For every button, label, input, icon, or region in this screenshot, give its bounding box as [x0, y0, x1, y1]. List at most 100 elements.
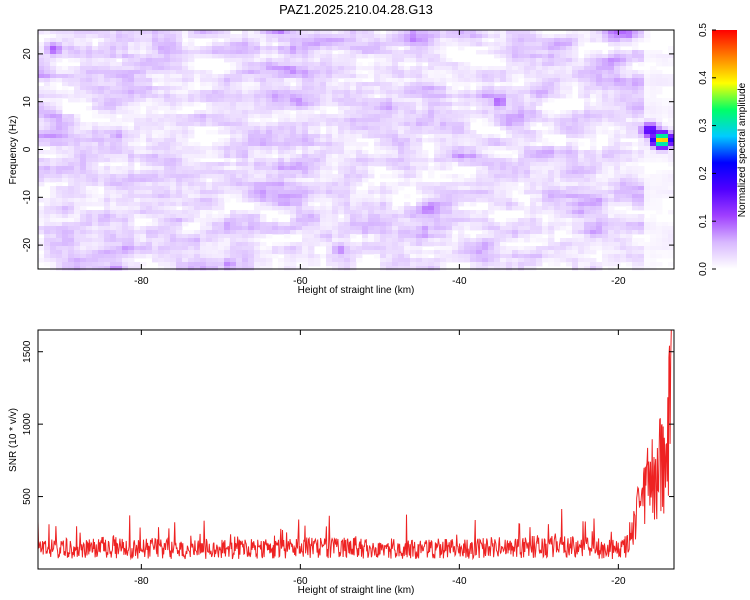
- spectrogram-cell: [320, 226, 327, 231]
- spectrogram-cell: [428, 78, 435, 83]
- spectrogram-cell: [404, 150, 411, 155]
- spectrogram-cell: [602, 70, 609, 75]
- spectrogram-cell: [80, 202, 87, 207]
- spectrogram-cell: [230, 134, 237, 139]
- spectrogram-cell: [116, 186, 123, 191]
- spectrogram-cell: [152, 130, 159, 135]
- spectrogram-cell: [56, 42, 63, 47]
- spectrogram-cell: [290, 178, 297, 183]
- spectrogram-cell: [452, 162, 459, 167]
- spectrogram-cell: [152, 62, 159, 67]
- spectrogram-cell: [86, 174, 93, 179]
- spectrogram-cell: [632, 42, 639, 47]
- spectrogram-cell: [74, 202, 81, 207]
- spectrogram-cell: [386, 202, 393, 207]
- spectrogram-cell: [428, 166, 435, 171]
- spectrogram-cell: [620, 54, 627, 59]
- spectrogram-cell: [188, 66, 195, 71]
- spectrogram-cell: [668, 158, 675, 163]
- spectrogram-cell: [386, 78, 393, 83]
- spectrogram-cell: [584, 210, 591, 215]
- spectrogram-cell: [62, 198, 69, 203]
- spectrogram-cell: [254, 42, 261, 47]
- spectrogram-cell: [638, 62, 645, 67]
- spectrogram-cell: [296, 70, 303, 75]
- spectrogram-cell: [560, 74, 567, 79]
- spectrogram-cell: [428, 186, 435, 191]
- spectrogram-cell: [602, 230, 609, 235]
- spectrogram-cell: [122, 94, 129, 99]
- spectrogram-cell: [158, 166, 165, 171]
- spectrogram-cell: [224, 158, 231, 163]
- spectrogram-cell: [482, 70, 489, 75]
- spectrogram-cell: [446, 218, 453, 223]
- spectrogram-cell: [206, 82, 213, 87]
- spectrogram-cell: [524, 210, 531, 215]
- spectrogram-cell: [152, 210, 159, 215]
- spectrogram-cell: [416, 210, 423, 215]
- spectrogram-cell: [602, 34, 609, 39]
- spectrogram-cell: [602, 174, 609, 179]
- spectrogram-cell: [194, 234, 201, 239]
- spectrogram-cell: [440, 122, 447, 127]
- spectrogram-cell: [482, 226, 489, 231]
- spectrogram-cell: [326, 150, 333, 155]
- spectrogram-cell: [638, 54, 645, 59]
- spectrogram-cell: [566, 86, 573, 91]
- spectrogram-cell: [44, 74, 51, 79]
- spectrogram-cell: [602, 78, 609, 83]
- spectrogram-cell: [74, 86, 81, 91]
- spectrogram-cell: [308, 182, 315, 187]
- spectrogram-cell: [422, 38, 429, 43]
- spectrogram-cell: [392, 62, 399, 67]
- spectrogram-cell: [386, 38, 393, 43]
- spectrogram-cell: [584, 110, 591, 115]
- spectrogram-cell: [542, 78, 549, 83]
- spectrogram-cell: [110, 58, 117, 63]
- spectrogram-cell: [416, 50, 423, 55]
- spectrogram-cell: [200, 166, 207, 171]
- spectrogram-cell: [266, 182, 273, 187]
- spectrogram-cell: [278, 138, 285, 143]
- spectrogram-cell: [494, 114, 501, 119]
- spectrogram-cell: [56, 182, 63, 187]
- spectrogram-cell: [104, 218, 111, 223]
- spectrogram-cell: [500, 226, 507, 231]
- spectrogram-cell: [446, 230, 453, 235]
- spectrogram-cell: [260, 126, 267, 131]
- spectrogram-cell: [128, 202, 135, 207]
- spectrogram-cell: [398, 82, 405, 87]
- spectrogram-cell: [134, 78, 141, 83]
- spectrogram-cell: [326, 130, 333, 135]
- spectrogram-cell: [488, 102, 495, 107]
- spectrogram-cell: [272, 98, 279, 103]
- spectrogram-cell: [374, 214, 381, 219]
- spectrogram-cell: [494, 222, 501, 227]
- spectrogram-cell: [518, 106, 525, 111]
- spectrogram-cell: [248, 154, 255, 159]
- spectrogram-cell: [428, 202, 435, 207]
- spectrogram-cell: [164, 94, 171, 99]
- spectrogram-cell: [536, 226, 543, 231]
- spectrogram-cell: [182, 82, 189, 87]
- spectrogram-cell: [314, 118, 321, 123]
- spectrogram-cell: [572, 70, 579, 75]
- spectrogram-cell: [398, 230, 405, 235]
- spectrogram-cell: [500, 162, 507, 167]
- spectrogram-cell: [236, 50, 243, 55]
- spectrogram-cell: [512, 182, 519, 187]
- spectrogram-cell: [566, 210, 573, 215]
- spectrogram-cell: [302, 146, 309, 151]
- spectrogram-cell: [398, 126, 405, 131]
- spectrogram-cell: [416, 114, 423, 119]
- spectrogram-cell: [56, 154, 63, 159]
- spectrogram-cell: [656, 58, 663, 63]
- spectrogram-cell: [260, 94, 267, 99]
- spectrogram-cell: [164, 134, 171, 139]
- spectrogram-cell: [356, 194, 363, 199]
- spectrogram-cell: [518, 42, 525, 47]
- spectrogram-cell: [530, 198, 537, 203]
- spectrogram-cell: [170, 194, 177, 199]
- spectrogram-cell: [404, 98, 411, 103]
- spectrogram-cell: [194, 34, 201, 39]
